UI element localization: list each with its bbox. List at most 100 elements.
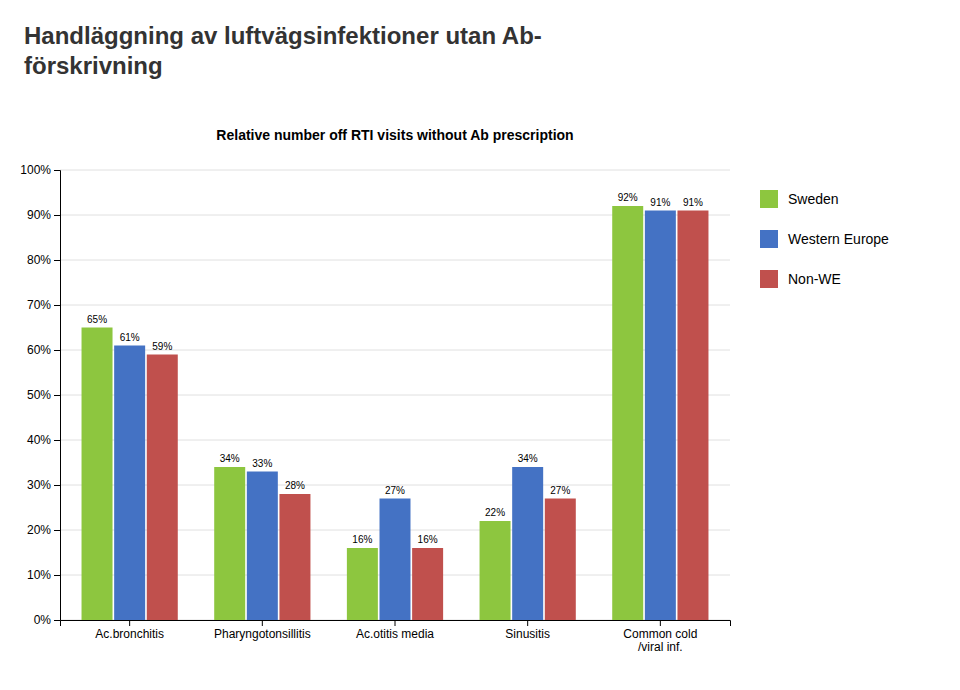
- data-label: 91%: [650, 197, 670, 208]
- tick-label: Ac.bronchitis: [95, 627, 164, 641]
- legend-item: Non-WE: [760, 270, 841, 288]
- data-label: 92%: [618, 192, 638, 203]
- data-label: 16%: [352, 534, 372, 545]
- y-tick: 100%: [20, 163, 60, 177]
- data-label: 34%: [220, 453, 240, 464]
- tick-mark: [129, 620, 130, 626]
- legend-label: Sweden: [788, 191, 839, 207]
- y-tick: 30%: [27, 478, 60, 492]
- y-tick: 60%: [27, 343, 60, 357]
- tick-mark: [54, 575, 60, 576]
- bar-series: [82, 206, 644, 620]
- bar: [645, 211, 676, 621]
- legend-swatch: [760, 270, 778, 288]
- y-tick: 20%: [27, 523, 60, 537]
- tick-mark: [395, 620, 396, 626]
- y-axis: 0% 10% 20% 30% 40% 50% 60% 70% 80% 90% 100%: [20, 163, 60, 627]
- data-label: 28%: [285, 480, 305, 491]
- x-tick: Pharyngotonsillitis: [214, 620, 311, 641]
- tick-label: 10%: [27, 568, 51, 582]
- bar: [279, 494, 310, 620]
- tick-mark: [54, 305, 60, 306]
- legend-item: Sweden: [760, 190, 839, 208]
- y-tick: 70%: [27, 298, 60, 312]
- axis-domain: [61, 621, 731, 627]
- bar: [247, 472, 278, 621]
- tick-mark: [54, 215, 60, 216]
- tick-mark: [54, 485, 60, 486]
- tick-mark: [54, 260, 60, 261]
- y-tick: 0%: [34, 613, 60, 627]
- tick-mark: [54, 440, 60, 441]
- data-label: 27%: [385, 485, 405, 496]
- chart: Handläggning av luftvägsinfektioner utan…: [0, 0, 960, 690]
- tick-label: 100%: [20, 163, 51, 177]
- tick-label: 60%: [27, 343, 51, 357]
- tick-label: Ac.otitis media: [356, 627, 434, 641]
- tick-mark: [660, 620, 661, 626]
- subtitle: Relative number off RTI visits without A…: [216, 127, 573, 143]
- bar: [82, 328, 113, 621]
- tick-mark: [54, 530, 60, 531]
- y-tick: 90%: [27, 208, 60, 222]
- data-labels: 65%34%16%22%92%61%33%27%34%91%59%28%16%2…: [87, 192, 703, 545]
- x-tick: Ac.bronchitis: [95, 620, 164, 641]
- tick-label: Pharyngotonsillitis: [214, 627, 311, 641]
- legend: Sweden Western Europe Non-WE: [760, 190, 889, 288]
- tick-label: 70%: [27, 298, 51, 312]
- data-label: 34%: [518, 453, 538, 464]
- tick-label: 20%: [27, 523, 51, 537]
- y-tick: 80%: [27, 253, 60, 267]
- bar: [480, 521, 511, 620]
- legend-swatch: [760, 190, 778, 208]
- x-tick: Sinusitis: [505, 620, 550, 641]
- legend-swatch: [760, 230, 778, 248]
- legend-label: Western Europe: [788, 231, 889, 247]
- bar-series: [147, 211, 709, 621]
- tick-mark: [527, 620, 528, 626]
- axis-domain: [54, 171, 61, 621]
- legend-item: Western Europe: [760, 230, 889, 248]
- tick-mark: [54, 350, 60, 351]
- bar-series: [114, 211, 676, 621]
- bar: [612, 206, 643, 620]
- data-label: 22%: [485, 507, 505, 518]
- tick-label: Sinusitis: [505, 627, 550, 641]
- bar: [147, 355, 178, 621]
- bar: [412, 548, 443, 620]
- x-tick: Ac.otitis media: [356, 620, 434, 641]
- grid-line: [60, 170, 730, 171]
- tick-mark: [54, 170, 60, 171]
- grid: [60, 170, 730, 620]
- bar: [347, 548, 378, 620]
- tick-label: 30%: [27, 478, 51, 492]
- legend-label: Non-WE: [788, 271, 841, 287]
- x-axis: Ac.bronchitis Pharyngotonsillitis Ac.otiti…: [61, 620, 731, 654]
- bars: [82, 206, 709, 620]
- bar: [545, 499, 576, 621]
- tick-mark: [54, 620, 60, 621]
- data-label: 91%: [683, 197, 703, 208]
- y-tick: 10%: [27, 568, 60, 582]
- bar: [380, 499, 411, 621]
- tick-label: 40%: [27, 433, 51, 447]
- y-tick: 40%: [27, 433, 60, 447]
- data-label: 59%: [152, 341, 172, 352]
- data-label: 61%: [120, 332, 140, 343]
- y-tick: 50%: [27, 388, 60, 402]
- bar: [512, 467, 543, 620]
- tick-label: 90%: [27, 208, 51, 222]
- bar: [677, 211, 708, 621]
- tick-label: 50%: [27, 388, 51, 402]
- x-tick: Common cold/viral inf.: [623, 620, 697, 654]
- bar: [214, 467, 245, 620]
- tick-label: Common cold/viral inf.: [623, 627, 697, 655]
- tick-label: 80%: [27, 253, 51, 267]
- data-label: 33%: [252, 458, 272, 469]
- data-label: 65%: [87, 314, 107, 325]
- data-label: 16%: [418, 534, 438, 545]
- title: Handläggning av luftvägsinfektioner utan…: [24, 22, 542, 79]
- tick-mark: [262, 620, 263, 626]
- plot: 65% 34% 16% 22% 92% 61% 33% 27% 34% 91% 59% 28% 16% 2…: [20, 163, 730, 654]
- tick-label: 0%: [34, 613, 52, 627]
